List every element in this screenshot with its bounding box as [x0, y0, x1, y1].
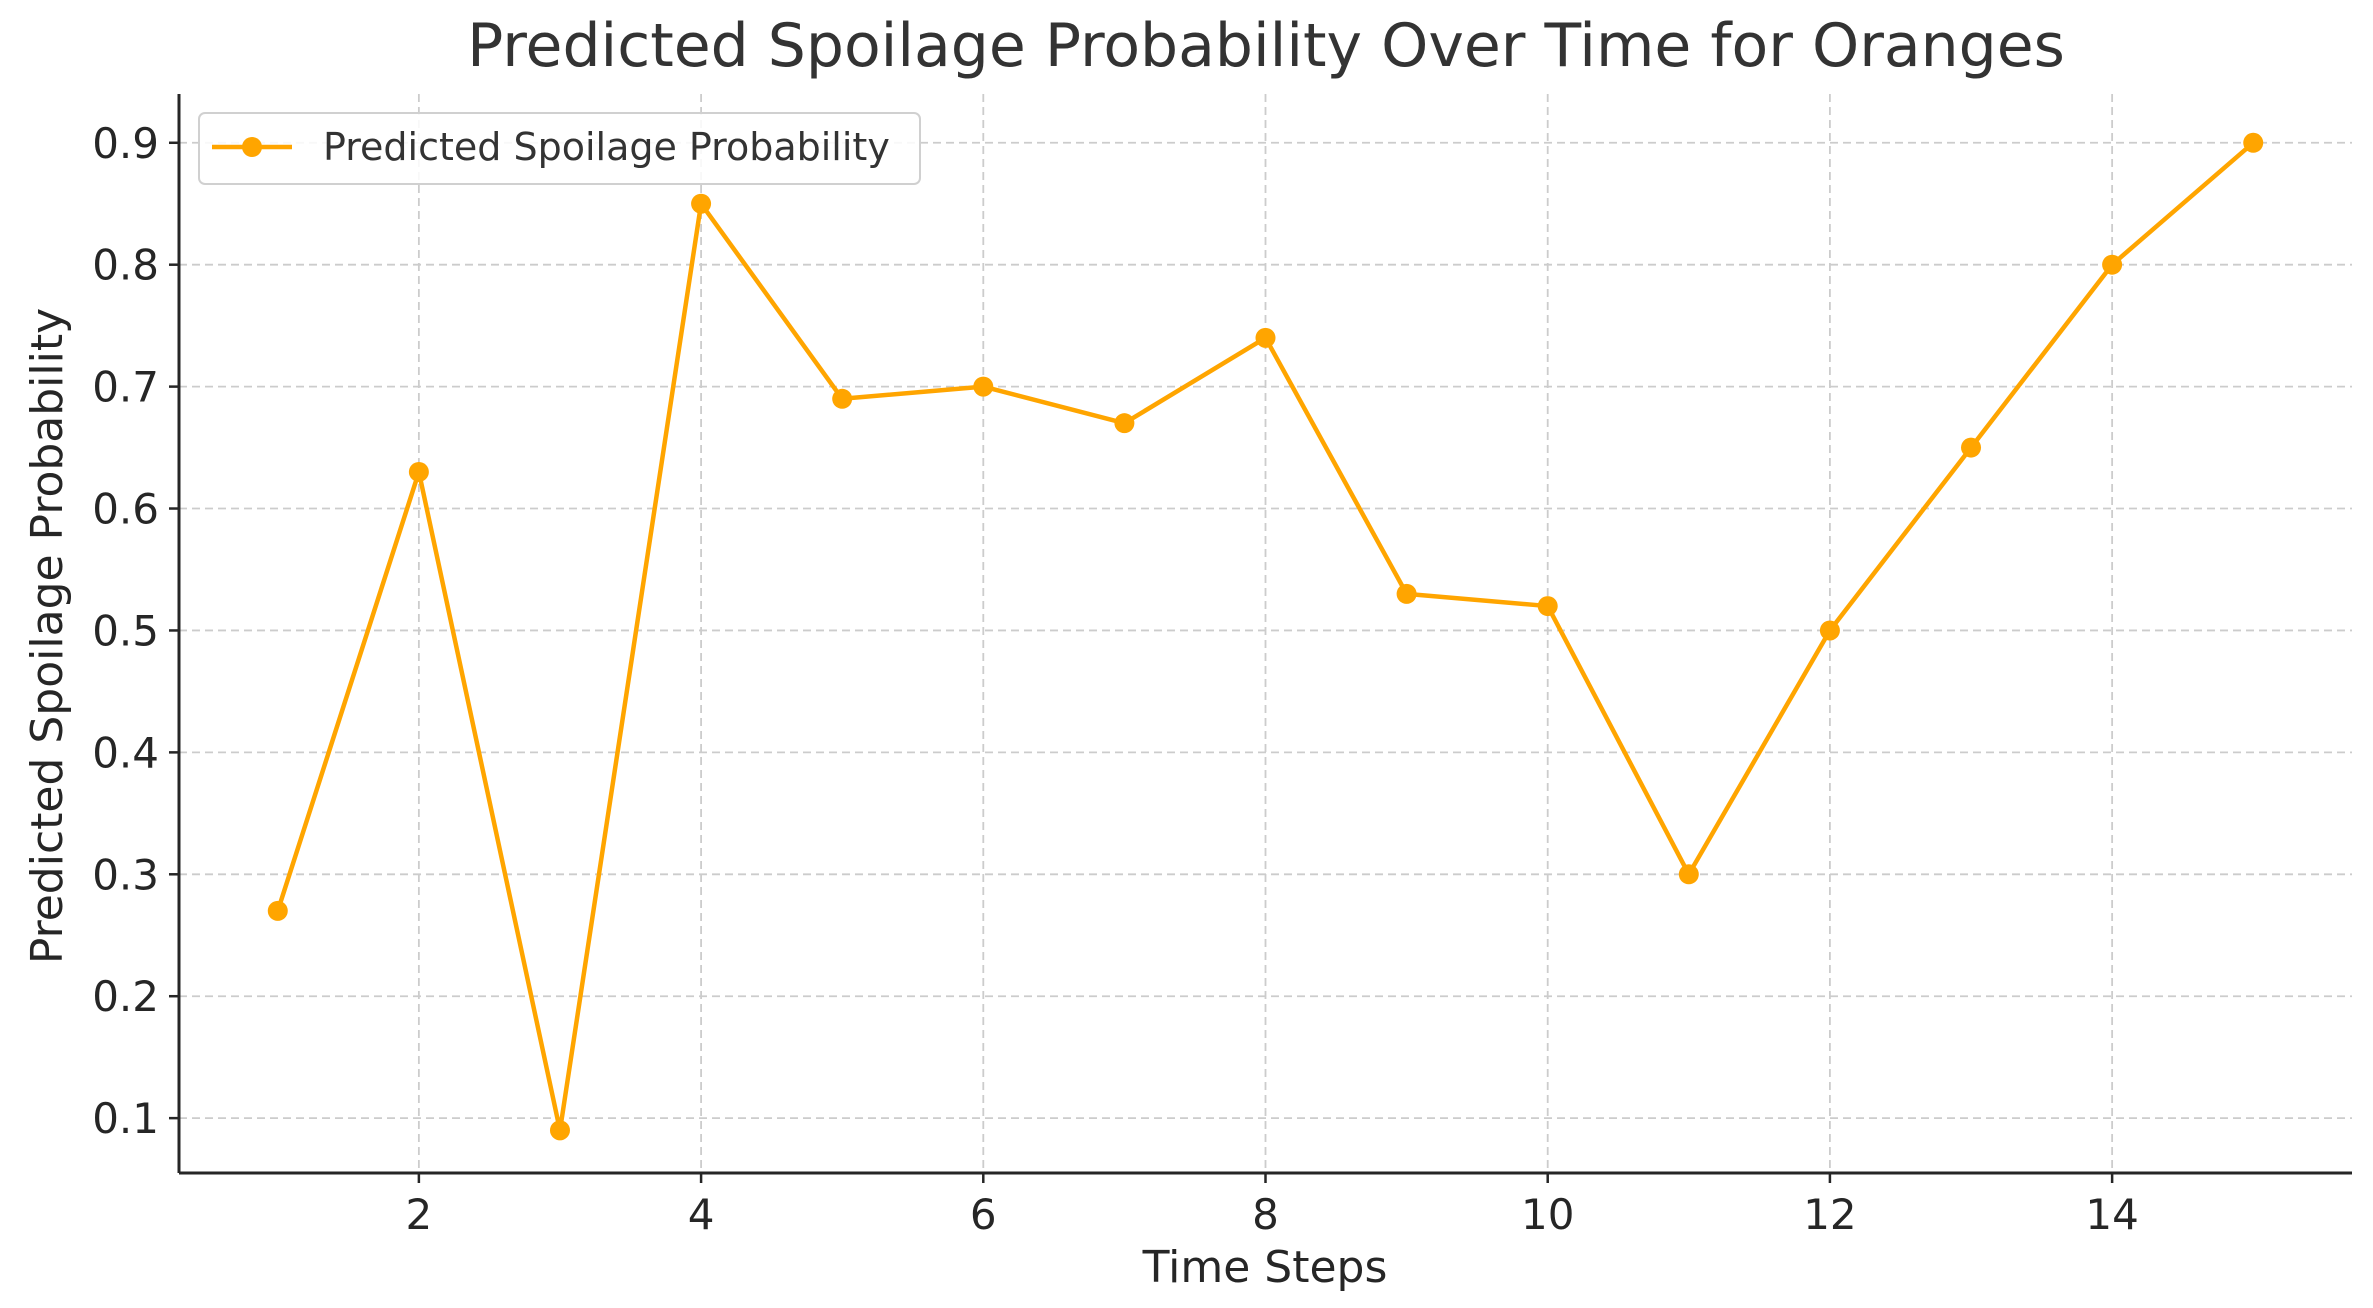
x-tick-label: 12 — [1803, 1190, 1856, 1239]
x-tick-label: 4 — [688, 1190, 715, 1239]
y-axis-label: Predicted Spoilage Probability — [22, 308, 73, 964]
x-tick-label: 14 — [2085, 1190, 2138, 1239]
data-point — [408, 461, 429, 482]
y-tick-label: 0.4 — [92, 728, 159, 777]
data-point — [1255, 327, 1276, 348]
x-tick-label: 2 — [406, 1190, 433, 1239]
chart-title: Predicted Spoilage Probability Over Time… — [467, 11, 2065, 81]
series-layer — [267, 132, 2264, 1141]
data-point — [2102, 254, 2123, 275]
data-point — [549, 1120, 570, 1141]
x-tick-label: 8 — [1252, 1190, 1279, 1239]
legend-marker-swatch — [242, 137, 262, 157]
legend-box — [198, 112, 921, 185]
gridlines — [179, 94, 2352, 1173]
x-ticks: 2 4 6 8 10 12 14 — [406, 1173, 2139, 1239]
data-point — [1114, 413, 1135, 434]
y-tick-label: 0.7 — [92, 363, 159, 412]
y-tick-label: 0.3 — [92, 850, 159, 899]
data-point — [2243, 132, 2264, 153]
data-point — [1678, 864, 1699, 885]
data-point — [267, 900, 288, 921]
y-tick-label: 0.1 — [92, 1094, 159, 1143]
y-tick-label: 0.2 — [92, 972, 159, 1021]
x-axis-label: Time Steps — [1142, 1242, 1388, 1293]
legend: Predicted Spoilage Probability — [198, 112, 921, 185]
y-tick-label: 0.6 — [92, 485, 159, 534]
data-point — [1819, 620, 1840, 641]
data-point — [691, 193, 712, 214]
y-ticks: 0.1 0.2 0.3 0.4 0.5 0.6 0.7 0.8 0.9 — [92, 119, 179, 1143]
data-point — [1961, 437, 1982, 458]
data-point — [832, 388, 853, 409]
y-tick-label: 0.9 — [92, 119, 159, 168]
data-point — [1396, 583, 1417, 604]
data-point — [973, 376, 994, 397]
y-tick-label: 0.8 — [92, 241, 159, 290]
x-tick-label: 6 — [970, 1190, 997, 1239]
legend-label: Predicted Spoilage Probability — [323, 125, 890, 169]
data-point — [1537, 596, 1558, 617]
y-tick-label: 0.5 — [92, 606, 159, 655]
x-tick-label: 10 — [1521, 1190, 1574, 1239]
